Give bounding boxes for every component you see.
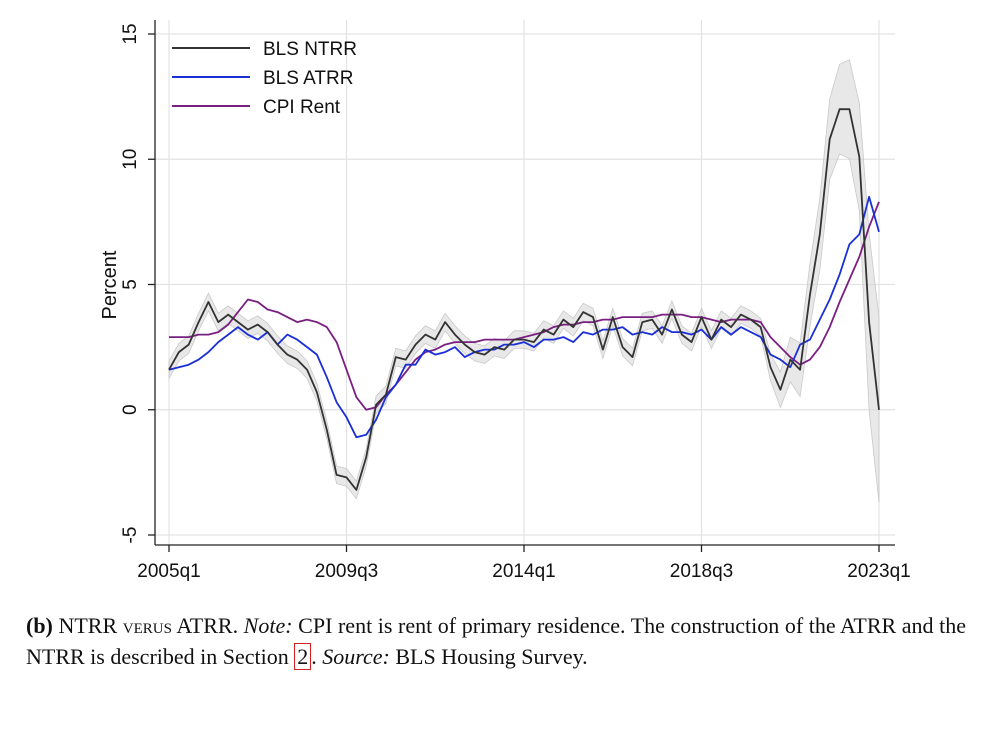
y-tick-label: 10 [120, 149, 141, 170]
x-tick-label: 2009q3 [315, 561, 378, 582]
legend-label: BLS NTRR [263, 39, 357, 60]
x-tick-label: 2014q1 [492, 561, 555, 582]
series-line-bls-atrr [168, 195, 880, 439]
series-line-bls-ntrr [168, 108, 880, 491]
caption-title-verus: verus [122, 613, 172, 638]
legend-label: BLS ATRR [263, 68, 353, 89]
caption-note-label: Note: [243, 613, 293, 638]
x-tick-label: 2023q1 [847, 561, 910, 582]
confidence-band [168, 59, 880, 503]
y-tick-label: 0 [120, 404, 141, 415]
legend-label: CPI Rent [263, 97, 341, 118]
caption-note-text: CPI rent is rent of primary residence. T… [26, 613, 967, 669]
section-reference-link[interactable]: 2 [294, 643, 312, 670]
caption-source-label: Source: [322, 644, 390, 669]
y-tick-label: -5 [120, 527, 141, 544]
axes: -5 0 5 10 15 2005q1 2009q3 2014q1 2018q3 2023q1 [120, 20, 911, 582]
figure-caption: (b) NTRR verus ATRR. Note: CPI rent is r… [26, 610, 966, 672]
caption-label: (b) [26, 613, 53, 638]
caption-after-ref: . [311, 644, 317, 669]
caption-title-b: ATRR. [176, 613, 239, 638]
series-lines [168, 108, 880, 491]
x-tick-label: 2018q3 [670, 561, 733, 582]
legend: BLS NTRR BLS ATRR CPI Rent [172, 39, 357, 118]
y-tick-label: 15 [120, 23, 141, 44]
ntrr-confidence-band [168, 59, 880, 503]
line-chart: -5 0 5 10 15 2005q1 2009q3 2014q1 2018q3 2023q1 B… [99, 20, 911, 582]
grid-lines [155, 20, 895, 545]
series-line-cpi-rent [169, 201, 880, 411]
caption-title-a: NTRR [58, 613, 118, 638]
caption-source-text: BLS Housing Survey. [395, 644, 588, 669]
y-axis-label: Percent [99, 250, 121, 319]
x-tick-label: 2005q1 [137, 561, 200, 582]
y-tick-label: 5 [120, 279, 141, 290]
